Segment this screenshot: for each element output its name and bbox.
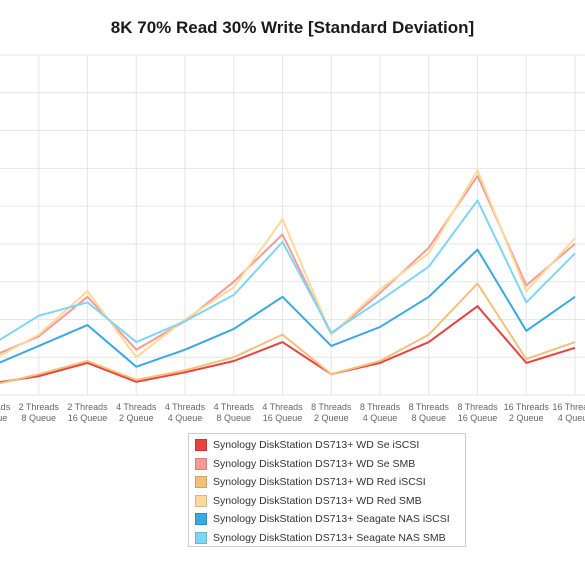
x-tick-label: 2 Threads 8 Queue bbox=[19, 402, 60, 423]
grid bbox=[0, 54, 585, 396]
legend-label: Synology DiskStation DS713+ WD Red SMB bbox=[213, 494, 422, 507]
x-tick-label: 4 Threads 16 Queue bbox=[262, 402, 303, 423]
chart-title: 8K 70% Read 30% Write [Standard Deviatio… bbox=[110, 18, 475, 37]
legend-label: Synology DiskStation DS713+ WD Se iSCSI bbox=[213, 439, 420, 452]
series-line-2 bbox=[0, 174, 576, 355]
legend-item[interactable]: Synology DiskStation DS713+ WD Se SMB bbox=[189, 455, 465, 474]
legend-swatch bbox=[195, 513, 207, 526]
series-line-3 bbox=[0, 282, 576, 385]
legend-item[interactable]: Synology DiskStation DS713+ Seagate NAS … bbox=[189, 529, 465, 548]
legend-item[interactable]: Synology DiskStation DS713+ Seagate NAS … bbox=[189, 510, 465, 529]
legend-item[interactable]: Synology DiskStation DS713+ WD Red SMB bbox=[189, 492, 465, 511]
legend-label: Synology DiskStation DS713+ WD Se SMB bbox=[213, 457, 416, 470]
legend-item[interactable]: Synology DiskStation DS713+ WD Se iSCSI bbox=[189, 436, 465, 455]
legend-swatch bbox=[195, 439, 207, 452]
x-tick-label: 4 Threads 4 Queue bbox=[165, 402, 206, 423]
legend: Synology DiskStation DS713+ WD Se iSCSI S… bbox=[188, 433, 466, 547]
series-line-4 bbox=[0, 169, 576, 359]
x-tick-label: 2 Threads 16 Queue bbox=[67, 402, 108, 423]
x-tick-label: 4 Threads 8 Queue bbox=[214, 402, 255, 423]
x-tick-label: 8 Threads 8 Queue bbox=[409, 402, 450, 423]
series-layer bbox=[0, 169, 576, 385]
legend-swatch bbox=[195, 531, 207, 544]
x-tick-label: 8 Threads 16 Queue bbox=[457, 402, 498, 423]
series-line-6 bbox=[0, 199, 576, 344]
legend-swatch bbox=[195, 457, 207, 470]
series-line-5 bbox=[0, 248, 576, 368]
series-line-1 bbox=[0, 305, 576, 384]
legend-swatch bbox=[195, 494, 207, 507]
legend-swatch bbox=[195, 476, 207, 489]
legend-label: Synology DiskStation DS713+ Seagate NAS … bbox=[213, 531, 446, 544]
legend-label: Synology DiskStation DS713+ WD Red iSCSI bbox=[213, 476, 426, 489]
legend-label: Synology DiskStation DS713+ Seagate NAS … bbox=[213, 513, 450, 526]
legend-item[interactable]: Synology DiskStation DS713+ WD Red iSCSI bbox=[189, 473, 465, 492]
x-tick-label: 16 Threads 2 Queue bbox=[504, 402, 550, 423]
x-tick-label: 8 Threads 4 Queue bbox=[360, 402, 401, 423]
x-tick-label: 8 Threads 2 Queue bbox=[311, 402, 352, 423]
x-tick-label: 4 Threads 2 Queue bbox=[116, 402, 157, 423]
